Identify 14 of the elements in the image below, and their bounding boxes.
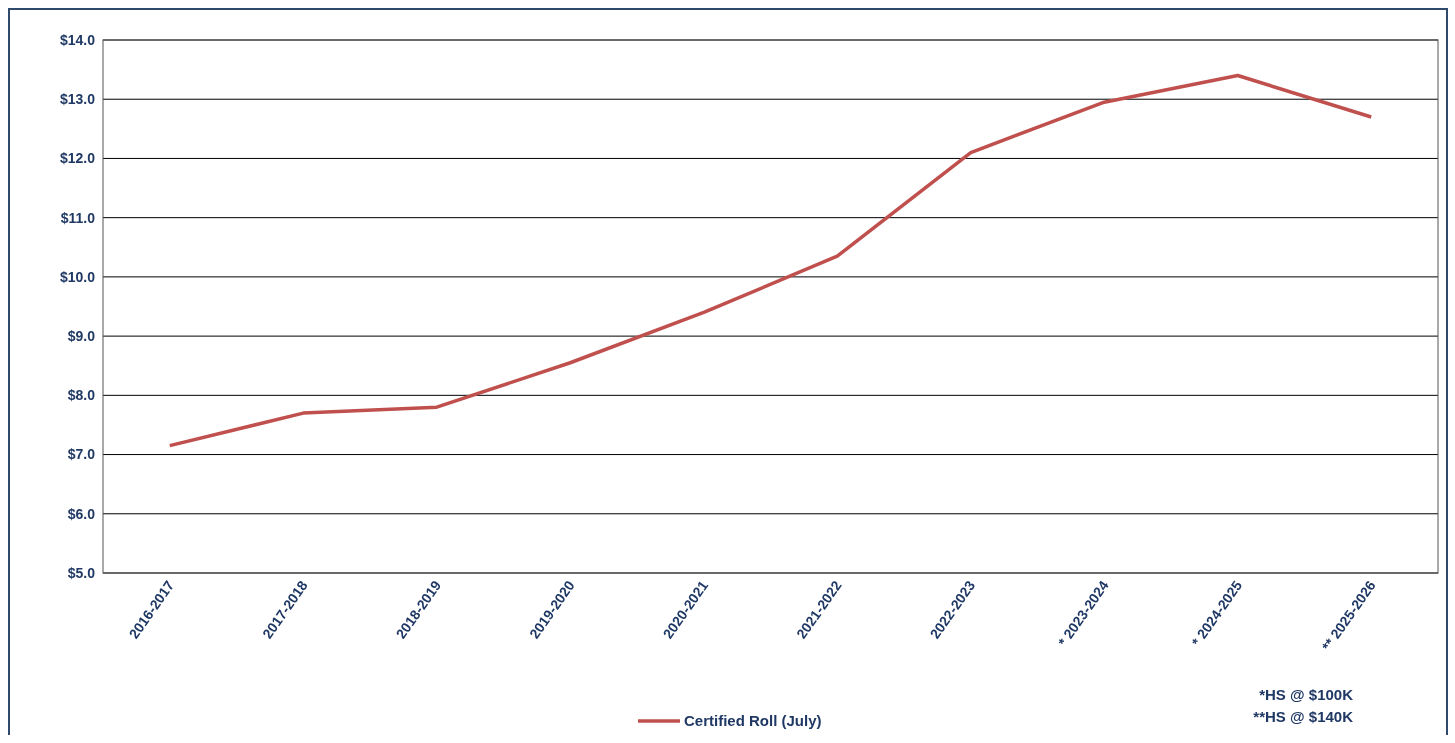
line-series	[168, 73, 1373, 448]
y-tick-label: $14.0	[59, 31, 96, 48]
y-tick-label: $10.0	[59, 268, 96, 285]
y-tick-label: $8.0	[67, 387, 96, 404]
y-tick-label: $6.0	[67, 505, 96, 522]
y-tick-label: $7.0	[67, 446, 96, 463]
text: **HS @ $140K	[1253, 708, 1354, 725]
legend-label: Certified Roll (July)	[684, 712, 822, 730]
y-tick-label: $11.0	[60, 209, 96, 226]
y-tick-label: $12.0	[59, 150, 96, 167]
y-tick-label: $5.0	[67, 564, 96, 581]
y-tick-label: $9.0	[67, 328, 96, 345]
text: *HS @ $100K	[1259, 686, 1354, 703]
y-tick-label: $13.0	[59, 91, 96, 108]
